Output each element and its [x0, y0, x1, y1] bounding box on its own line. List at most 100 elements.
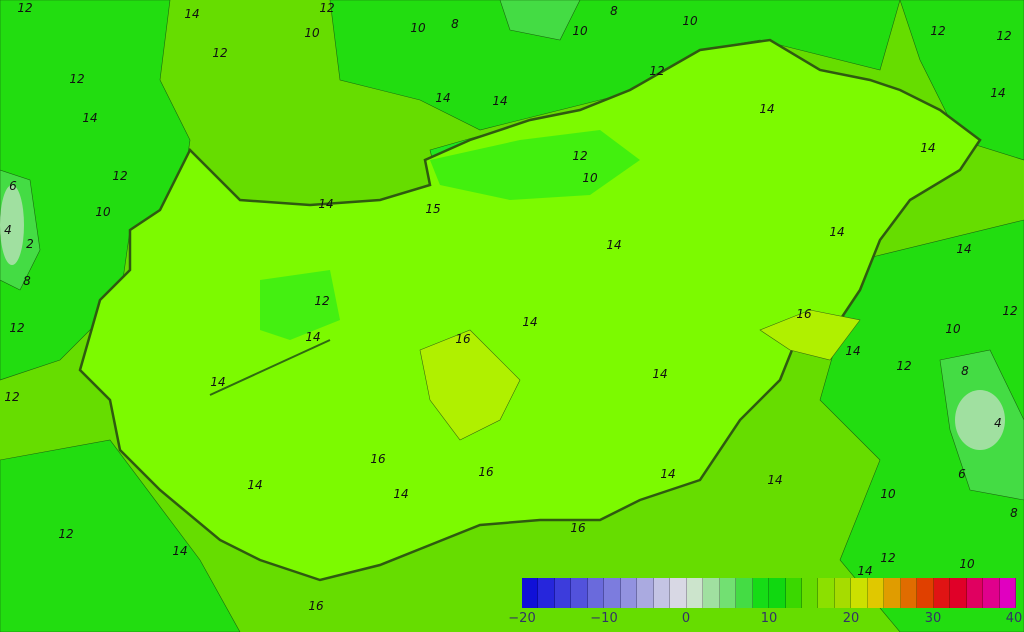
legend-swatch: [785, 578, 802, 608]
contour-label: 12: [112, 169, 127, 183]
contour-label: 8: [23, 274, 31, 288]
legend-swatch: [604, 578, 621, 608]
contour-label: 14: [956, 242, 971, 256]
legend-swatch: [587, 578, 605, 608]
legend-swatch: [653, 578, 671, 608]
legend-swatch: [554, 578, 572, 608]
contour-label: 8: [610, 4, 618, 18]
contour-label: 14: [990, 86, 1005, 100]
legend-swatch: [851, 578, 868, 608]
contour-label: 12: [314, 294, 329, 308]
contour-label: 14: [172, 544, 187, 558]
contour-label: 14: [652, 367, 667, 381]
contour-label: 16: [796, 307, 812, 321]
contour-label: 12: [58, 527, 73, 541]
contour-label: 14: [920, 141, 935, 155]
contour-label: 14: [845, 344, 860, 358]
contour-label: 8: [451, 17, 459, 31]
legend-swatch: [637, 578, 654, 608]
legend-tick: 20: [842, 611, 860, 626]
lake-balaton: [209, 339, 331, 396]
contour-label: 14: [829, 225, 844, 239]
bakony-hills: [260, 270, 340, 340]
legend-swatch: [983, 578, 1000, 608]
contour-label: 6: [958, 467, 966, 481]
contour-label: 10: [959, 557, 975, 571]
legend-swatch: [620, 578, 638, 608]
legend-swatch: [670, 578, 687, 608]
contour-label: 16: [308, 599, 324, 613]
contour-label: 10: [95, 205, 111, 219]
legend-swatch: [867, 578, 885, 608]
contour-label: 16: [455, 332, 471, 346]
contour-label: 14: [660, 467, 675, 481]
contour-label: 14: [435, 91, 450, 105]
contour-label: 12: [572, 149, 587, 163]
legend-swatch: [719, 578, 737, 608]
contour-label: 12: [930, 24, 945, 38]
contour-label: 2: [26, 237, 34, 251]
contour-label: 14: [606, 238, 621, 252]
contour-label: 14: [492, 94, 507, 108]
contour-label: 12: [649, 64, 664, 78]
contour-label: 8: [1010, 506, 1018, 520]
legend-swatch: [703, 578, 720, 608]
legend-swatch: [917, 578, 934, 608]
contour-label: 10: [880, 487, 896, 501]
legend-tick: 0: [681, 611, 691, 626]
legend-swatch: [522, 578, 539, 608]
legend-swatch: [884, 578, 901, 608]
legend-swatch: [834, 578, 852, 608]
warm-areas: [419, 309, 861, 441]
legend-swatch: [966, 578, 984, 608]
contour-label: 14: [247, 478, 262, 492]
contour-label: 12: [69, 72, 84, 86]
contour-label: 6: [9, 179, 17, 193]
legend-swatch: [950, 578, 967, 608]
contour-label: 14: [305, 330, 320, 344]
contour-label: 10: [945, 322, 961, 336]
contour-label: 14: [82, 111, 97, 125]
legend-swatch: [818, 578, 835, 608]
legend-tick: 10: [760, 611, 778, 626]
contour-label: 10: [304, 26, 320, 40]
legend-swatch: [686, 578, 704, 608]
contour-label: 12: [896, 359, 911, 373]
legend-swatch: [736, 578, 753, 608]
contour-label: 12: [9, 321, 24, 335]
contour-label: 10: [582, 171, 598, 185]
legend-swatch: [933, 578, 951, 608]
legend-swatch: [752, 578, 770, 608]
coldest-patches: [0, 185, 1005, 450]
contour-label: 14: [318, 197, 333, 211]
contour-label: 10: [682, 14, 698, 28]
contour-label: 14: [393, 487, 408, 501]
contour-label: 14: [210, 375, 225, 389]
legend-tick: 30: [924, 611, 942, 626]
contour-label: 12: [880, 551, 895, 565]
northern-hills: [430, 130, 640, 200]
legend-tick: 40: [1005, 611, 1023, 626]
contour-label: 15: [425, 202, 440, 216]
color-legend: [522, 578, 1017, 608]
legend-tick: −10: [590, 611, 618, 626]
contour-label: 8: [961, 364, 969, 378]
contour-label: 16: [570, 521, 586, 535]
contour-label: 10: [410, 21, 426, 35]
contour-label: 12: [1002, 304, 1017, 318]
contour-label: 14: [184, 7, 199, 21]
contour-label: 12: [319, 1, 334, 15]
contour-labels: 12 14 12 10 10 8 8 10 12 10 12 14 12 14 14 12 6 10 42 8 12 12…: [4, 1, 1018, 613]
legend-swatch: [900, 578, 918, 608]
contour-label: 16: [478, 465, 494, 479]
contour-label: 4: [4, 223, 12, 237]
legend-swatch: [801, 578, 819, 608]
contour-label: 14: [759, 102, 774, 116]
legend-swatch: [769, 578, 786, 608]
legend-tick: −20: [508, 611, 536, 626]
contour-label: 10: [572, 24, 588, 38]
contour-label: 12: [996, 29, 1011, 43]
contour-label: 12: [212, 46, 227, 60]
